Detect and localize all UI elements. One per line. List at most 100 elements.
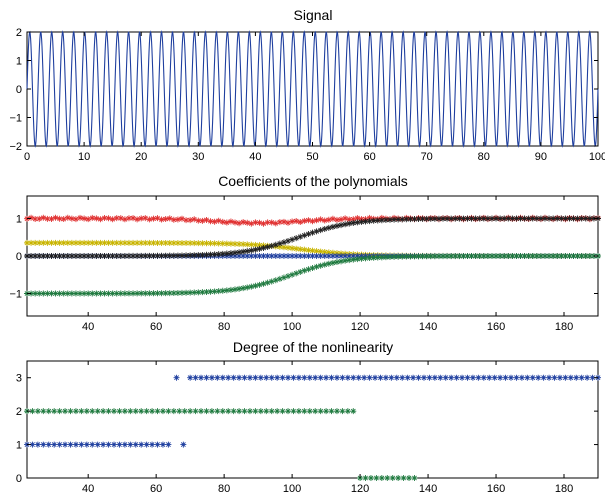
- coefficient-marker-series-0: [297, 219, 304, 226]
- coefficient-marker-series-3: [285, 273, 292, 280]
- coefficient-marker-series-0: [317, 216, 324, 223]
- coefficient-marker-series-3: [362, 255, 369, 262]
- coefficient-marker-series-1: [280, 244, 287, 251]
- coefficient-marker-series-3: [48, 290, 55, 297]
- coefficient-marker-series-1: [236, 241, 243, 248]
- coefficient-marker-series-3: [415, 253, 422, 260]
- degree-marker-series-0: [89, 441, 96, 448]
- coefficient-marker-series-0: [93, 215, 100, 222]
- degree-marker-series-1: [149, 408, 156, 415]
- coefficient-marker-series-4: [386, 216, 393, 223]
- degree-marker-series-0: [513, 374, 520, 381]
- degree-marker-series-1: [176, 408, 183, 415]
- coefficient-marker-series-4: [358, 218, 365, 225]
- coefficient-marker-series-3: [480, 253, 487, 260]
- coefficient-marker-series-2: [354, 253, 361, 259]
- coefficient-marker-series-4: [309, 229, 316, 236]
- degree-marker-series-0: [437, 374, 444, 381]
- coefficients-xtick-label: 160: [487, 321, 505, 333]
- degree-marker-series-0: [469, 374, 476, 381]
- signal-xtick-label: 50: [306, 151, 318, 163]
- coefficient-marker-series-3: [423, 253, 430, 260]
- coefficient-marker-series-3: [81, 290, 88, 297]
- coefficient-marker-series-0: [166, 215, 173, 222]
- coefficient-marker-series-0: [342, 215, 349, 222]
- degree-marker-series-1: [143, 408, 150, 415]
- signal-title: Signal: [294, 7, 333, 23]
- degree-marker-series-0: [323, 374, 330, 381]
- coefficient-marker-series-3: [399, 253, 406, 260]
- coefficient-marker-series-4: [268, 242, 275, 249]
- coefficient-marker-series-3: [248, 283, 255, 290]
- coefficient-marker-series-1: [289, 245, 296, 252]
- degree-marker-series-0: [584, 374, 591, 381]
- coefficient-marker-series-4: [305, 231, 312, 238]
- coefficient-marker-series-4: [301, 232, 308, 239]
- coefficient-marker-series-3: [525, 253, 532, 260]
- degree-marker-series-0: [556, 374, 563, 381]
- coefficient-marker-series-1: [48, 239, 55, 246]
- coefficient-marker-series-4: [101, 252, 108, 259]
- coefficient-marker-series-0: [276, 219, 283, 226]
- degree-marker-series-0: [551, 374, 558, 381]
- coefficient-marker-series-2: [325, 253, 332, 259]
- coefficient-marker-series-4: [342, 221, 349, 228]
- coefficient-marker-series-3: [89, 290, 96, 297]
- coefficient-marker-series-3: [158, 290, 165, 297]
- coefficient-marker-series-0: [117, 215, 124, 222]
- degree-marker-series-1: [214, 408, 221, 415]
- coefficient-marker-series-2: [260, 253, 267, 259]
- coefficient-marker-series-3: [448, 253, 455, 260]
- coefficient-marker-series-3: [374, 254, 381, 261]
- coefficient-marker-series-1: [321, 249, 328, 256]
- degree-marker-series-1: [252, 408, 259, 415]
- coefficient-marker-series-0: [244, 219, 251, 226]
- coefficient-marker-series-3: [509, 253, 516, 260]
- degree-ytick-label: 2: [16, 406, 22, 418]
- coefficient-marker-series-2: [268, 253, 275, 259]
- coefficient-marker-series-3: [36, 290, 43, 297]
- coefficient-marker-series-3: [195, 289, 202, 296]
- coefficient-marker-series-4: [183, 252, 190, 259]
- degree-marker-series-1: [312, 408, 319, 415]
- degree-marker-series-0: [333, 374, 340, 381]
- coefficient-marker-series-1: [32, 239, 39, 246]
- coefficient-marker-series-3: [529, 253, 536, 260]
- coefficient-marker-series-4: [170, 252, 177, 259]
- degree-marker-series-0: [589, 374, 596, 381]
- coefficient-marker-series-4: [285, 237, 292, 244]
- degree-marker-series-0: [208, 374, 215, 381]
- coefficients-xtick-label: 180: [555, 321, 573, 333]
- degree-marker-series-0: [312, 374, 319, 381]
- coefficient-marker-series-0: [195, 217, 202, 224]
- degree-marker-series-0: [219, 374, 226, 381]
- coefficient-marker-series-3: [338, 258, 345, 265]
- coefficient-marker-series-1: [36, 239, 43, 246]
- coefficient-marker-series-4: [497, 215, 504, 222]
- coefficient-marker-series-2: [321, 253, 328, 259]
- degree-marker-series-1: [94, 408, 101, 415]
- degree-marker-series-1: [400, 475, 407, 481]
- coefficient-marker-series-0: [138, 215, 145, 222]
- coefficient-marker-series-3: [203, 288, 210, 295]
- degree-marker-series-0: [420, 374, 427, 381]
- coefficient-marker-series-1: [227, 240, 234, 247]
- coefficient-marker-series-3: [578, 253, 585, 260]
- coefficient-marker-series-3: [280, 274, 287, 281]
- coefficient-marker-series-3: [121, 290, 128, 297]
- coefficient-marker-series-3: [586, 253, 593, 260]
- coefficient-marker-series-3: [370, 254, 377, 261]
- coefficient-marker-series-3: [427, 253, 434, 260]
- degree-marker-series-1: [100, 408, 107, 415]
- coefficient-marker-series-3: [444, 253, 451, 260]
- degree-marker-series-0: [116, 441, 123, 448]
- degree-marker-series-0: [393, 374, 400, 381]
- coefficient-marker-series-0: [28, 214, 35, 221]
- degree-xtick-label: 140: [419, 483, 437, 495]
- coefficient-marker-series-4: [456, 215, 463, 222]
- degree-marker-series-1: [187, 408, 194, 415]
- coefficient-marker-series-0: [113, 215, 120, 222]
- degree-marker-series-1: [362, 475, 369, 481]
- coefficient-marker-series-3: [419, 253, 426, 260]
- degree-marker-series-1: [367, 475, 374, 481]
